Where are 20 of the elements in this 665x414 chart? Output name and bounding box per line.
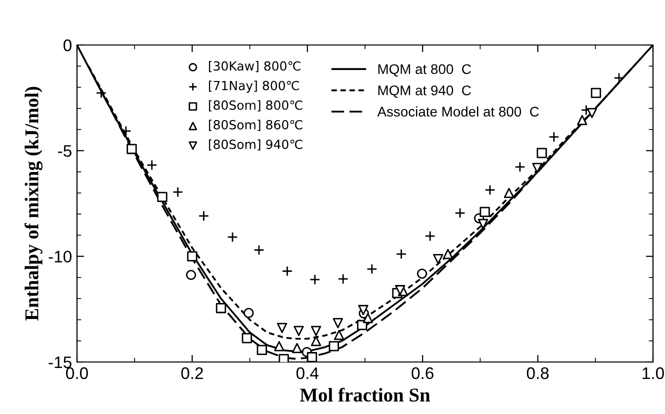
x-tick-label: 0.4 bbox=[296, 367, 318, 380]
y-tick-label: -10 bbox=[48, 250, 72, 263]
y-tick-label: 0 bbox=[64, 39, 72, 52]
legend-label: [80Som] 860℃ bbox=[208, 120, 302, 131]
x-tick-label: 0.6 bbox=[412, 367, 434, 380]
y-axis-title: Enthalpy of mixing (kJ/mol) bbox=[24, 86, 42, 321]
x-tick-label: 1.0 bbox=[642, 367, 664, 380]
legend-label: [30Kaw] 800℃ bbox=[208, 61, 300, 72]
legend-label: MQM at 800 C bbox=[378, 64, 471, 77]
x-tick-label: 0.8 bbox=[526, 367, 549, 380]
x-tick-label: 0.2 bbox=[181, 367, 203, 380]
y-tick-label: -15 bbox=[48, 356, 72, 368]
legend-label: Associate Model at 800 C bbox=[377, 106, 539, 117]
y-tick-label: -5 bbox=[58, 145, 72, 157]
legend-label: [80Som] 800℃ bbox=[208, 100, 302, 112]
x-tick-label: 0.0 bbox=[66, 367, 88, 380]
legend-label: MQM at 940 C bbox=[378, 85, 471, 98]
x-axis-title: Mol fraction Sn bbox=[300, 388, 430, 402]
legend-label: [71Nay] 800℃ bbox=[208, 80, 299, 93]
legend-label: [80Som] 940℃ bbox=[208, 139, 302, 151]
